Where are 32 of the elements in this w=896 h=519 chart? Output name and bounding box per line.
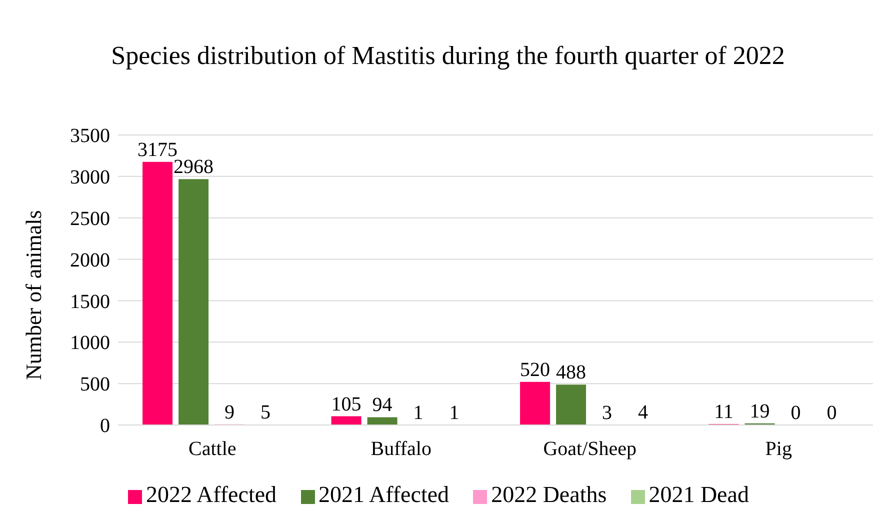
data-label: 4 [638,402,648,424]
chart-title: Species distribution of Mastitis during the fourth quarter of 2022 [110,40,786,71]
legend-label: 2022 Deaths [491,482,607,507]
y-tick-label: 2500 [70,208,110,230]
y-tick-label: 500 [80,374,110,396]
data-label: 488 [556,362,586,384]
legend-label: 2021 Affected [318,482,450,507]
y-tick-label: 0 [100,415,110,438]
y-tick-label: 1000 [70,332,110,354]
x-tick-label: Cattle [188,438,236,460]
data-label: 19 [750,400,770,422]
x-tick-label: Pig [765,438,792,460]
y-tick-label: 3500 [70,125,110,148]
x-tick-label: Goat/Sheep [543,438,637,460]
data-label: 0 [790,402,801,424]
data-label: 5 [260,402,271,424]
data-label: 105 [331,393,362,416]
data-label: 11 [714,401,734,424]
y-tick-label: 1500 [70,290,110,313]
y-tick-label: 3000 [70,166,110,189]
data-label: 1 [449,402,460,424]
data-label: 3 [602,402,612,424]
legend-label: 2021 Dead [648,482,749,507]
legend-label: 2022 Affected [146,482,277,507]
x-tick-label: Buffalo [370,438,432,460]
data-label: 9 [224,401,235,424]
data-label: 94 [372,394,392,416]
y-axis-title: Number of animals [20,210,46,380]
data-label: 0 [826,402,837,424]
y-tick-label: 2000 [70,249,110,272]
data-label: 1 [413,402,424,424]
data-label: 520 [520,358,550,381]
